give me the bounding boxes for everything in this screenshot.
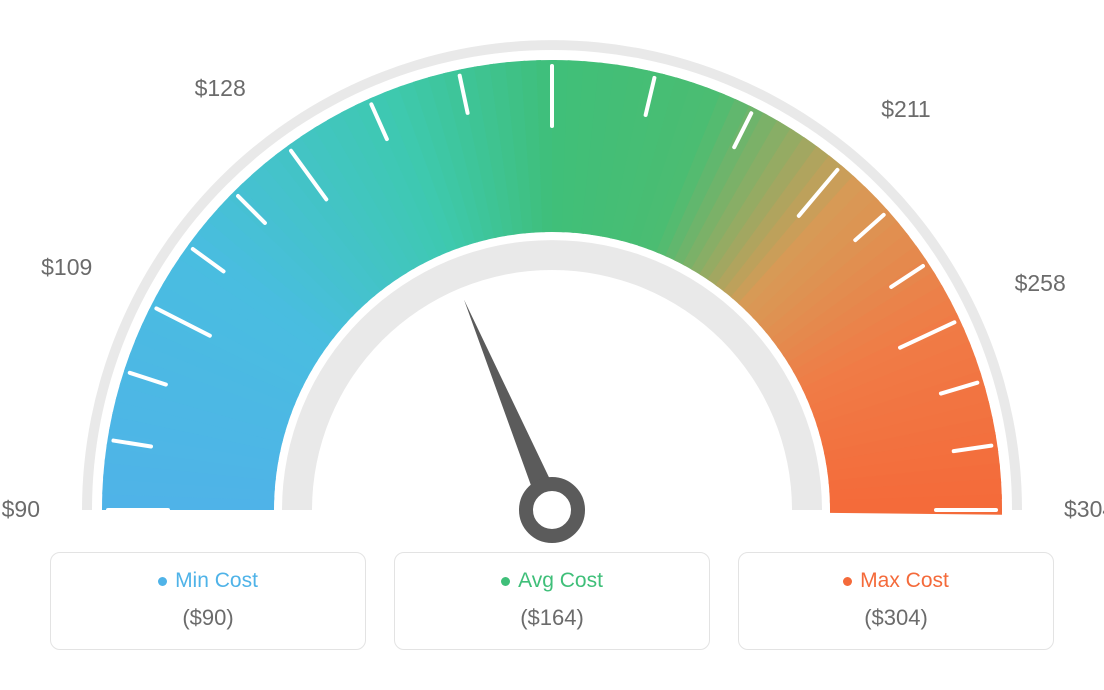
legend-title-text: Max Cost	[860, 569, 949, 593]
gauge-chart-container: $90$109$128$164$211$258$304 Min Cost($90…	[0, 0, 1104, 690]
gauge-scale-label: $90	[0, 496, 40, 523]
gauge-scale-label: $211	[881, 96, 930, 123]
gauge-scale-label: $128	[195, 75, 246, 102]
legend-title: Min Cost	[158, 569, 258, 593]
legend-title: Max Cost	[843, 569, 949, 593]
max-cost-card: Max Cost ($304)	[738, 552, 1054, 650]
gauge-needle-hub	[526, 484, 578, 536]
legend-title-text: Avg Cost	[518, 569, 603, 593]
gauge-needle	[464, 300, 549, 486]
min-cost-card: Min Cost ($90)	[50, 552, 366, 650]
legend-dot-icon	[501, 577, 510, 586]
avg-cost-card: Avg Cost ($164)	[394, 552, 710, 650]
legend-dot-icon	[843, 577, 852, 586]
legend-dot-icon	[158, 577, 167, 586]
gauge-area: $90$109$128$164$211$258$304	[0, 0, 1104, 560]
gauge-scale-label: $109	[41, 254, 92, 281]
gauge-scale-label: $258	[1015, 270, 1066, 297]
legend-value: ($304)	[749, 605, 1043, 631]
legend-value: ($90)	[61, 605, 355, 631]
legend-title: Avg Cost	[501, 569, 603, 593]
gauge-scale-label: $304	[1064, 496, 1104, 523]
legend-value: ($164)	[405, 605, 699, 631]
legend-title-text: Min Cost	[175, 569, 258, 593]
gauge-color-arc	[102, 60, 1002, 515]
legend-row: Min Cost ($90) Avg Cost ($164) Max Cost ($304…	[50, 552, 1054, 650]
